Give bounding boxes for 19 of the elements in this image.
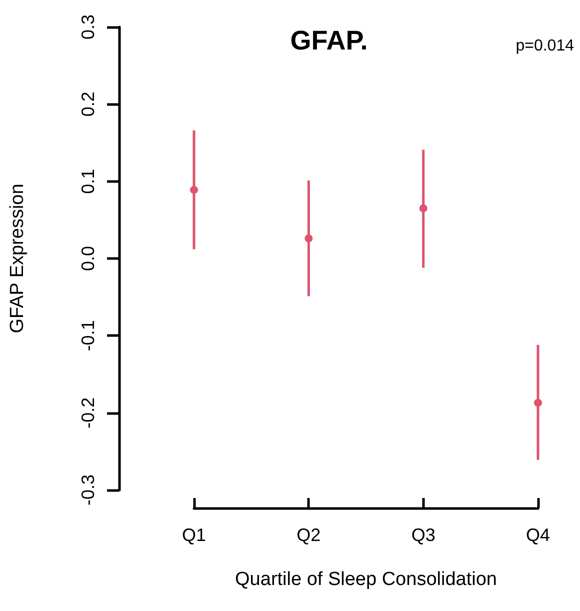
x-axis-title: Quartile of Sleep Consolidation — [235, 569, 497, 590]
point — [190, 186, 198, 194]
annotation: p=0.014 — [516, 38, 574, 54]
x-tick-label: Q1 — [182, 525, 206, 545]
point — [304, 234, 313, 242]
x-tick-label: Q2 — [296, 525, 321, 545]
point — [419, 204, 428, 212]
y-tick-label: -0.3 — [78, 474, 98, 506]
chart-title: GFAP. — [290, 26, 368, 56]
point — [534, 398, 542, 407]
y-tick-label: -0.2 — [78, 397, 98, 428]
y-tick-label: 0.2 — [78, 92, 98, 117]
y-tick-label: 0.0 — [78, 246, 98, 272]
x-tick-label: Q4 — [526, 525, 550, 545]
y-axis-title: GFAP Expression — [7, 184, 28, 334]
y-tick-label: 0.1 — [78, 168, 98, 194]
y-tick-label: 0.3 — [78, 14, 98, 40]
x-tick-label: Q3 — [411, 525, 436, 545]
y-tick-label: -0.1 — [78, 320, 98, 352]
